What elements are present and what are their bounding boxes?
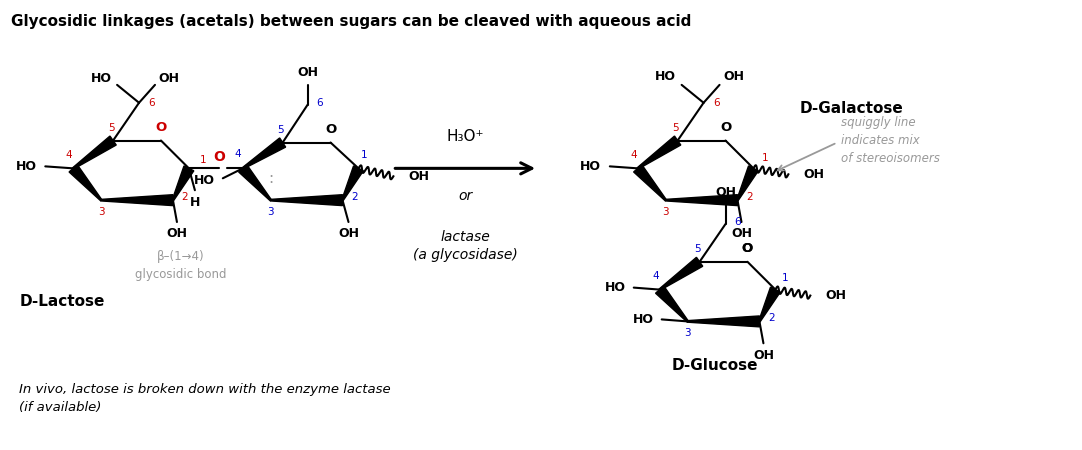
Text: HO: HO xyxy=(580,160,602,173)
Polygon shape xyxy=(637,136,681,169)
Text: 5: 5 xyxy=(108,122,115,133)
Text: OH: OH xyxy=(715,186,736,199)
Polygon shape xyxy=(656,286,688,322)
Text: OH: OH xyxy=(723,70,744,83)
Polygon shape xyxy=(342,166,364,201)
Text: O: O xyxy=(742,243,753,255)
Text: OH: OH xyxy=(167,227,187,240)
Polygon shape xyxy=(665,195,738,206)
Polygon shape xyxy=(72,136,116,169)
Text: OH: OH xyxy=(826,289,846,302)
Polygon shape xyxy=(659,257,702,290)
Text: 3: 3 xyxy=(662,207,669,217)
Polygon shape xyxy=(758,287,780,322)
Polygon shape xyxy=(634,165,667,201)
Text: H₃O⁺: H₃O⁺ xyxy=(447,129,484,144)
Text: 6: 6 xyxy=(713,98,720,108)
Text: 5: 5 xyxy=(695,244,701,254)
Text: D-Lactose: D-Lactose xyxy=(19,294,105,309)
Polygon shape xyxy=(69,165,102,201)
Text: OH: OH xyxy=(158,72,180,86)
Text: 1: 1 xyxy=(782,273,789,283)
Text: O: O xyxy=(742,243,753,255)
Polygon shape xyxy=(270,195,343,206)
Text: O: O xyxy=(720,121,731,134)
Polygon shape xyxy=(242,138,286,169)
Polygon shape xyxy=(239,165,272,201)
Text: OH: OH xyxy=(338,227,359,240)
Text: squiggly line
indicates mix
of stereoisomers: squiggly line indicates mix of stereoiso… xyxy=(841,116,940,165)
Text: 4: 4 xyxy=(66,150,72,161)
Text: Glycosidic linkages (acetals) between sugars can be cleaved with aqueous acid: Glycosidic linkages (acetals) between su… xyxy=(12,14,691,29)
Text: O: O xyxy=(213,150,225,164)
Text: HO: HO xyxy=(605,281,626,294)
Text: D-Glucose: D-Glucose xyxy=(672,358,758,373)
Text: 5: 5 xyxy=(277,125,283,135)
Text: β–(1→4)
glycosidic bond: β–(1→4) glycosidic bond xyxy=(135,250,226,281)
Text: 2: 2 xyxy=(747,192,753,202)
Text: OH: OH xyxy=(408,170,430,183)
Text: 2: 2 xyxy=(768,313,775,324)
Text: H: H xyxy=(189,196,200,209)
Text: or: or xyxy=(458,189,473,203)
Text: HO: HO xyxy=(633,313,655,326)
Text: 1: 1 xyxy=(762,153,768,163)
Text: In vivo, lactose is broken down with the enzyme lactase
(if available): In vivo, lactose is broken down with the… xyxy=(19,383,391,414)
Text: 6: 6 xyxy=(735,217,741,227)
Text: 1: 1 xyxy=(361,150,368,161)
Text: 5: 5 xyxy=(672,122,679,133)
Text: 4: 4 xyxy=(652,271,659,281)
Text: 1: 1 xyxy=(199,155,207,166)
Text: OH: OH xyxy=(298,67,318,80)
Text: 2: 2 xyxy=(352,192,358,202)
Text: O: O xyxy=(325,123,337,136)
Text: 4: 4 xyxy=(235,149,241,159)
Polygon shape xyxy=(737,166,758,201)
Text: 3: 3 xyxy=(97,207,105,217)
Text: HO: HO xyxy=(656,70,676,83)
Text: HO: HO xyxy=(16,160,37,173)
Text: HO: HO xyxy=(91,72,111,86)
Text: 6: 6 xyxy=(316,98,322,108)
Text: O: O xyxy=(156,121,167,134)
Text: 3: 3 xyxy=(684,328,691,338)
Polygon shape xyxy=(172,166,194,201)
Polygon shape xyxy=(101,195,173,206)
Text: OH: OH xyxy=(753,349,774,362)
Text: lactase
(a glycosidase): lactase (a glycosidase) xyxy=(413,230,517,262)
Text: OH: OH xyxy=(803,168,824,181)
Text: HO: HO xyxy=(195,174,215,187)
Text: :: : xyxy=(268,171,274,186)
Text: D-Galactose: D-Galactose xyxy=(800,101,903,116)
Text: 4: 4 xyxy=(631,150,637,161)
Text: 6: 6 xyxy=(148,98,156,108)
Text: 3: 3 xyxy=(267,207,274,217)
Text: OH: OH xyxy=(731,227,752,240)
Text: 2: 2 xyxy=(182,192,188,202)
Polygon shape xyxy=(688,316,760,327)
